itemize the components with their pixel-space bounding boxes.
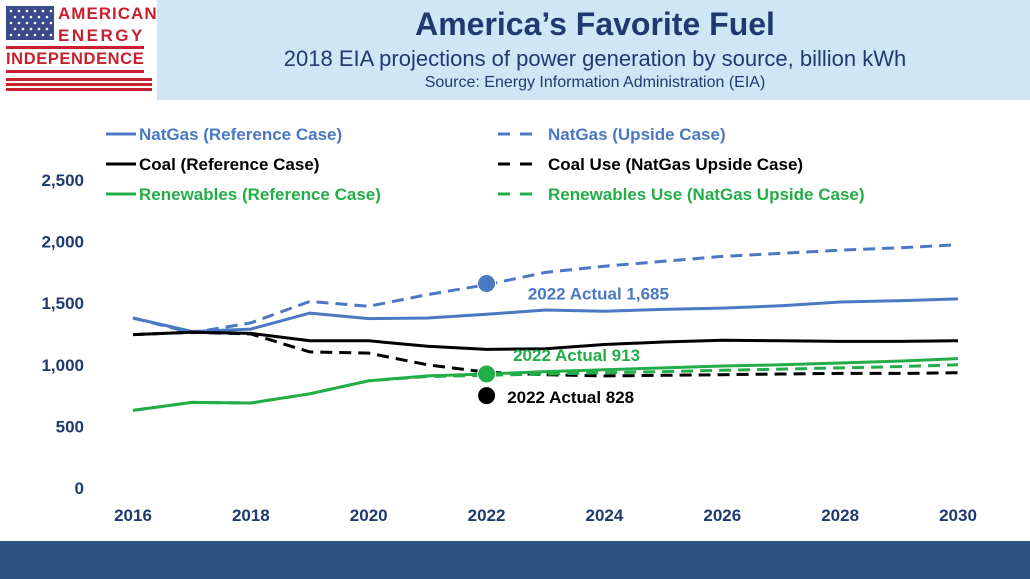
x-axis: 2016 2018 2020 2022 2024 2026 2028 2030 [114,506,977,525]
series-line-coal-use-natgas-upside-case [132,330,959,378]
y-tick-label: 1,000 [41,356,84,375]
annotation-label: 2022 Actual 1,685 [528,285,669,304]
legend-label: Renewables Use (NatGas Upside Case) [548,185,865,204]
data-point-renewables-2022-actual [477,364,497,384]
y-tick-label: 500 [56,417,84,436]
logo-line-energy: ENERGY [58,26,145,45]
header-banner: AMERICAN ENERGY INDEPENDENCE America’s F… [0,0,1030,100]
y-axis: 0 500 1,000 1,500 2,000 2,500 [41,171,84,498]
logo-line-independence: INDEPENDENCE [6,46,145,73]
data-point-coal-2022-actual [477,386,497,406]
chart-legend: NatGas (Reference Case) NatGas (Upside Ca… [106,125,865,204]
legend-label: Renewables (Reference Case) [139,185,381,204]
legend-label: NatGas (Upside Case) [548,125,726,144]
source-note: Source: Energy Information Administratio… [424,74,766,91]
x-tick-label: 2028 [821,506,859,525]
x-tick-label: 2018 [232,506,270,525]
series-line-natgas-upside-case [132,243,959,335]
series-line-natgas-reference-case [132,297,959,333]
annotation-label: 2022 Actual 828 [507,388,634,407]
x-tick-label: 2020 [350,506,388,525]
footer-bar [0,541,1030,579]
x-tick-label: 2030 [939,506,977,525]
y-tick-label: 2,500 [41,171,84,190]
page-subtitle: 2018 EIA projections of power generation… [283,46,907,71]
line-chart: NatGas (Reference Case) NatGas (Upside Ca… [41,125,977,525]
y-tick-label: 0 [75,479,84,498]
chart-series [132,243,959,412]
x-tick-label: 2016 [114,506,152,525]
legend-label: Coal (Reference Case) [139,155,319,174]
logo-stripes [6,78,152,93]
logo-line-american: AMERICAN [58,4,158,23]
series-line-coal-reference-case [132,330,959,351]
page-title: America’s Favorite Fuel [415,6,775,42]
logo: AMERICAN ENERGY INDEPENDENCE [0,0,157,100]
us-flag-icon [6,6,54,40]
x-tick-label: 2024 [586,506,624,525]
legend-label: Coal Use (NatGas Upside Case) [548,155,803,174]
x-tick-label: 2022 [468,506,506,525]
data-point-natgas-2022-actual [477,273,497,293]
y-tick-label: 2,000 [41,233,84,252]
y-tick-label: 1,500 [41,294,84,313]
x-tick-label: 2026 [703,506,741,525]
series-line-renewables-use-natgas-upside-case [132,363,959,412]
chart-annotations: 2022 Actual 1,685 2022 Actual 913 2022 Act… [507,285,669,407]
annotation-label: 2022 Actual 913 [513,346,640,365]
legend-label: NatGas (Reference Case) [139,125,342,144]
chart-points [477,273,497,406]
